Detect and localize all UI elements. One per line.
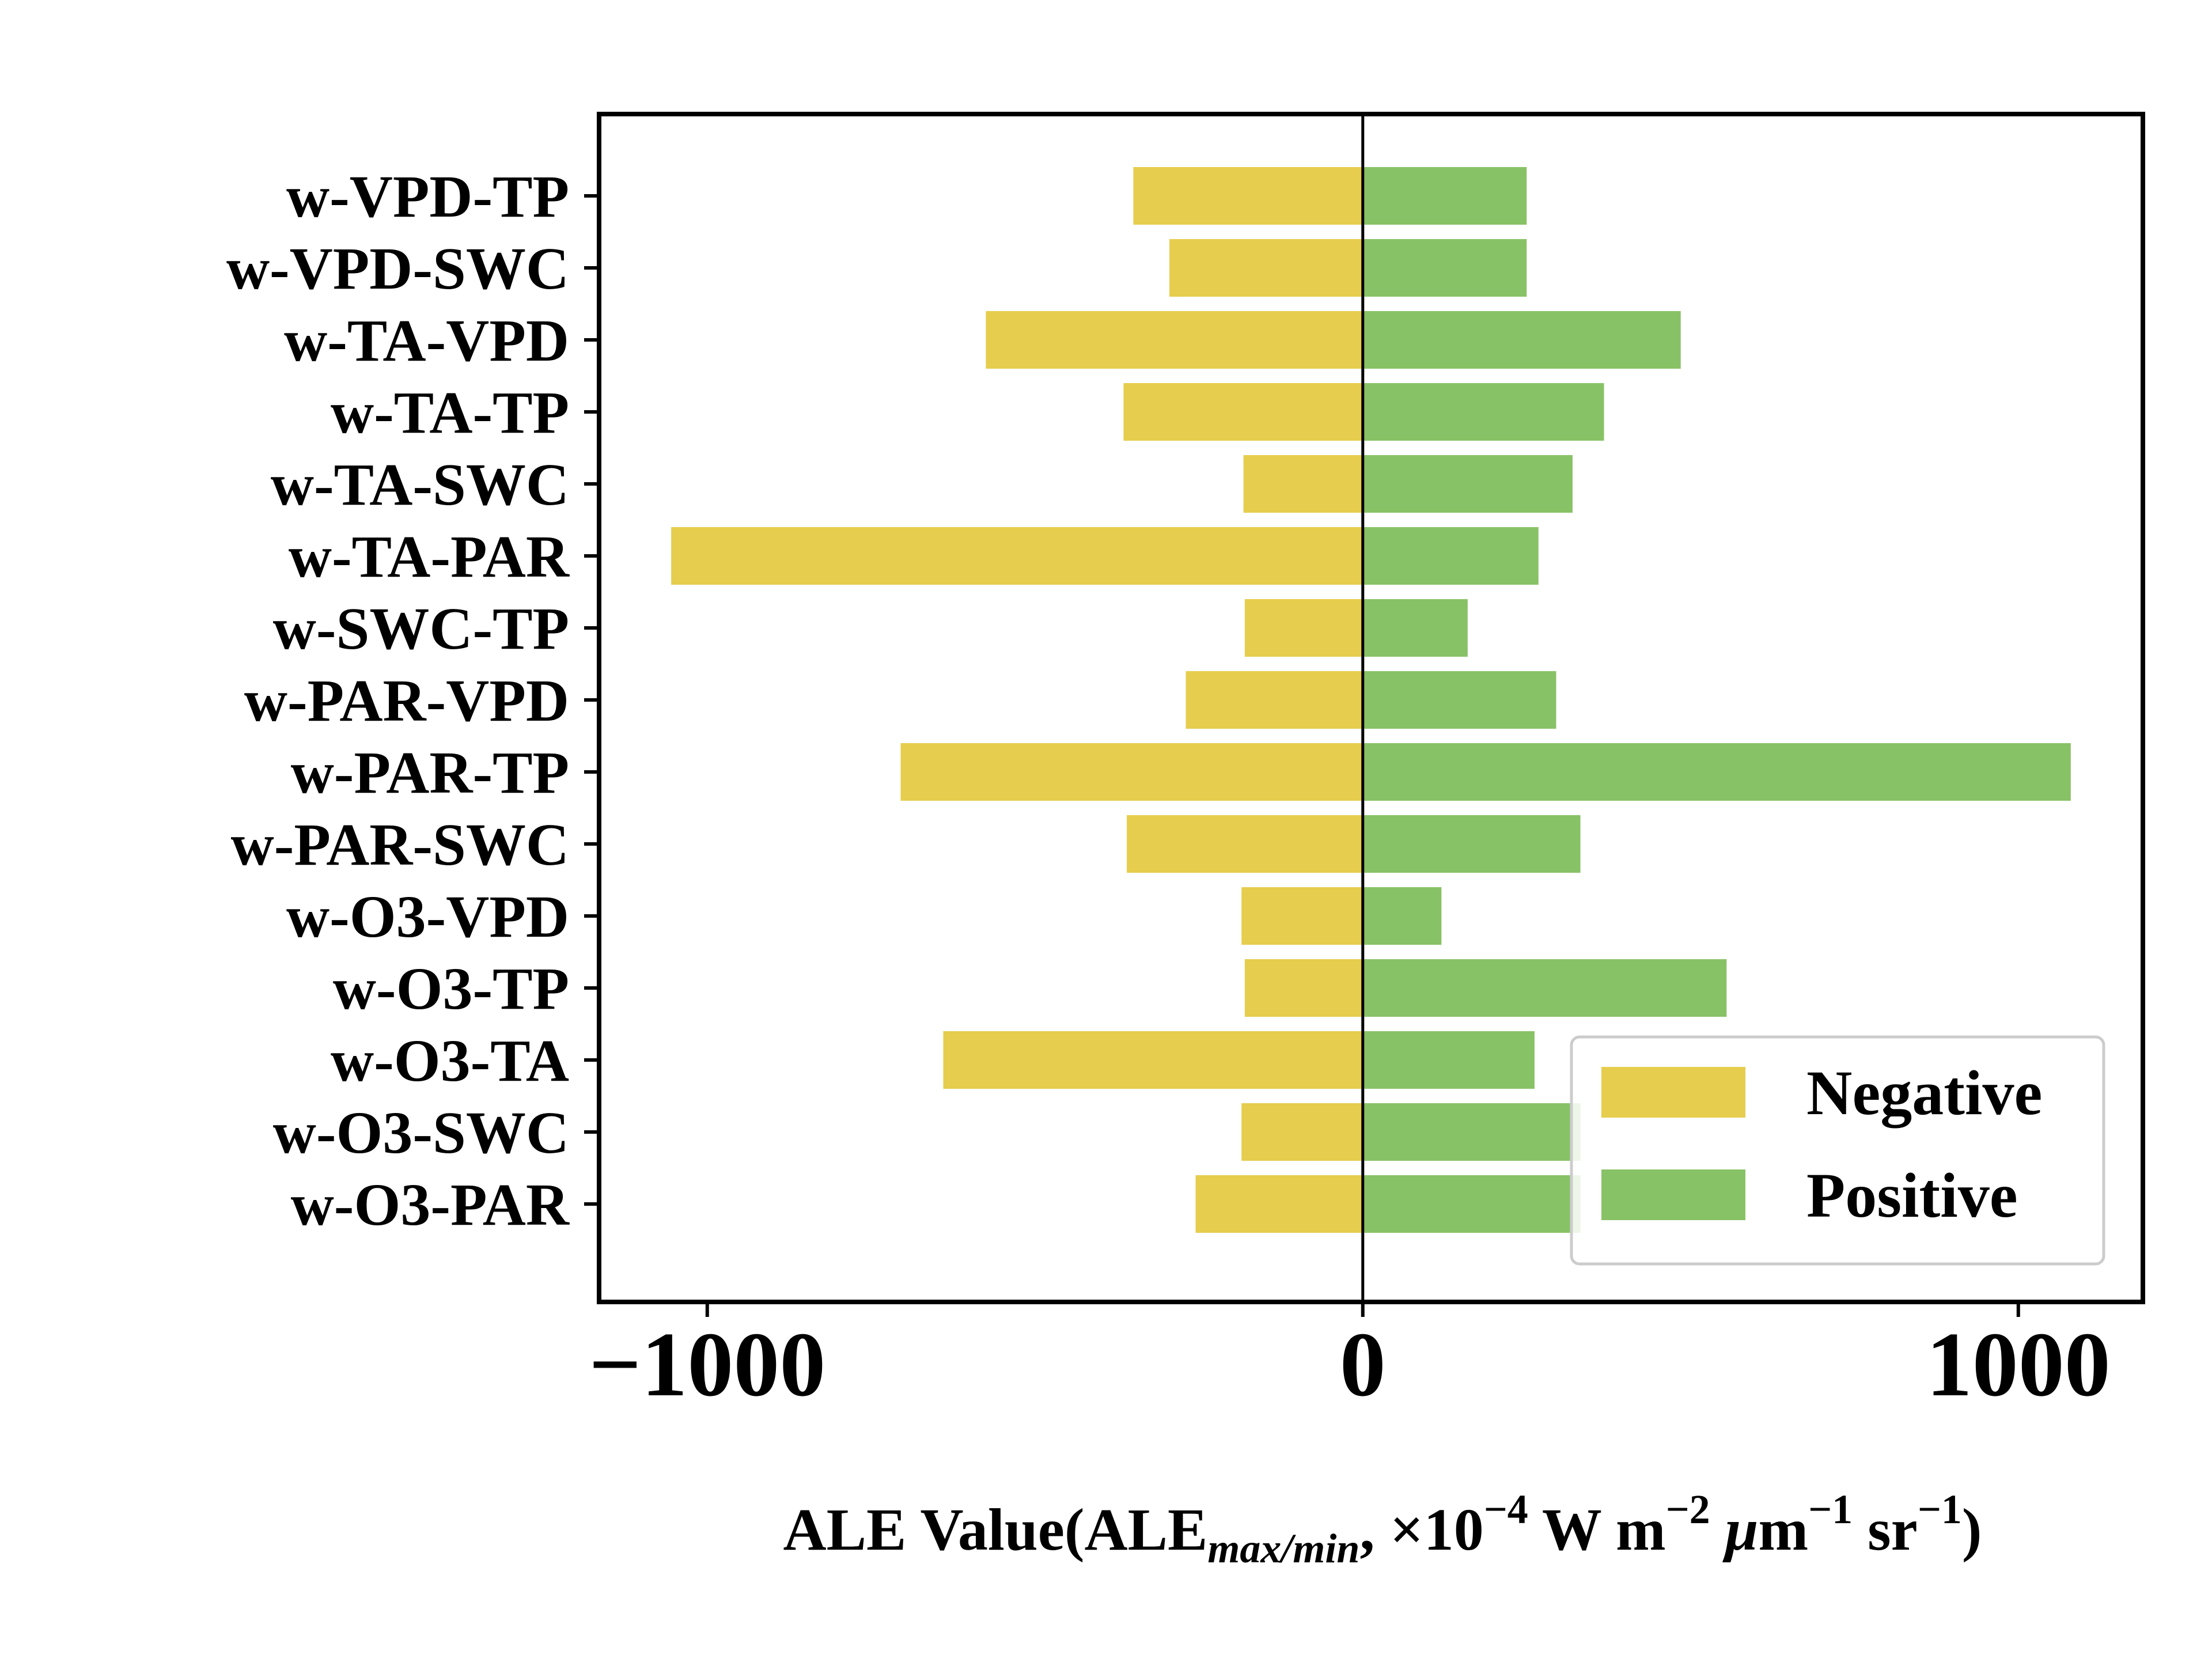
- negative-bar-7: [1185, 671, 1363, 729]
- negative-bar-13: [1241, 1103, 1363, 1161]
- negative-bars: [671, 167, 1363, 1233]
- positive-bar-4: [1362, 455, 1573, 513]
- y-tick-label: w-TA-VPD: [284, 308, 569, 374]
- x-axis-label: ALE Value(ALEmax/min, ×10−4 W m−2 μm−1 s…: [783, 1486, 1982, 1572]
- positive-bar-11: [1362, 959, 1727, 1017]
- positive-bar-10: [1362, 887, 1442, 945]
- y-tick-label: w-TA-PAR: [289, 524, 570, 590]
- y-tick-label: w-TA-TP: [331, 380, 569, 446]
- positive-bar-13: [1362, 1103, 1581, 1161]
- positive-bar-6: [1362, 599, 1468, 657]
- x-label-suffix: ): [1962, 1497, 1982, 1563]
- positive-bar-8: [1362, 743, 2071, 801]
- plot-frame: [597, 112, 2145, 1304]
- y-tick-label: w-O3-PAR: [291, 1172, 570, 1238]
- x-axis: −1000 0 1000: [589, 1302, 2111, 1415]
- positive-bar-9: [1362, 815, 1581, 873]
- x-label-mu: μ: [1710, 1497, 1759, 1563]
- x-label-exponent-1: −4: [1484, 1486, 1528, 1532]
- y-tick-label: w-PAR-VPD: [244, 668, 569, 734]
- positive-bar-2: [1362, 311, 1681, 369]
- y-tick-label: w-O3-SWC: [273, 1100, 569, 1166]
- negative-bar-6: [1244, 599, 1363, 657]
- legend-swatch-positive: [1601, 1169, 1745, 1220]
- y-tick-label: w-VPD-TP: [286, 164, 569, 230]
- x-label-unit-1: W m: [1528, 1497, 1666, 1563]
- negative-bar-12: [943, 1031, 1363, 1089]
- positive-bar-7: [1362, 671, 1556, 729]
- x-label-subscript: max/min: [1207, 1525, 1359, 1572]
- legend-label-positive: Positive: [1806, 1160, 2018, 1231]
- x-label-unit-2: m: [1759, 1497, 1809, 1563]
- positive-bar-12: [1362, 1031, 1535, 1089]
- x-label-exponent-2: −2: [1666, 1486, 1710, 1532]
- y-tick-label: w-SWC-TP: [273, 596, 569, 662]
- positive-bar-0: [1362, 167, 1527, 225]
- negative-bar-11: [1244, 959, 1363, 1017]
- legend-swatch-negative: [1601, 1067, 1745, 1118]
- x-tick-label: 1000: [1926, 1313, 2111, 1415]
- legend: Negative Positive: [1570, 1035, 2105, 1266]
- negative-bar-14: [1195, 1175, 1363, 1233]
- x-label-prefix: ALE Value(ALE: [783, 1497, 1208, 1563]
- y-tick-label: w-PAR-SWC: [231, 812, 569, 878]
- x-tick-label: −1000: [589, 1313, 825, 1415]
- positive-bar-5: [1362, 527, 1539, 585]
- y-tick-label: w-O3-TP: [333, 956, 569, 1022]
- negative-bar-4: [1243, 455, 1363, 513]
- x-label-exponent-4: −1: [1918, 1486, 1962, 1532]
- y-tick-label: w-O3-VPD: [286, 884, 569, 950]
- x-label-exponent-3: −1: [1808, 1486, 1853, 1532]
- y-tick-label: w-O3-TA: [331, 1028, 569, 1094]
- negative-bar-3: [1123, 383, 1363, 441]
- legend-label-negative: Negative: [1806, 1058, 2042, 1128]
- x-tick-label: 0: [1340, 1313, 1386, 1415]
- negative-bar-2: [986, 311, 1363, 369]
- negative-bar-1: [1169, 239, 1363, 297]
- negative-bar-5: [671, 527, 1363, 585]
- x-label-unit-3: sr: [1853, 1497, 1918, 1563]
- negative-bar-8: [900, 743, 1363, 801]
- negative-bar-0: [1133, 167, 1363, 225]
- positive-bar-1: [1362, 239, 1527, 297]
- y-axis: w-VPD-TPw-VPD-SWCw-TA-VPDw-TA-TPw-TA-SWC…: [226, 164, 599, 1238]
- negative-bar-10: [1241, 887, 1363, 945]
- y-tick-label: w-TA-SWC: [271, 452, 569, 518]
- negative-bar-9: [1127, 815, 1363, 873]
- x-label-middle: , ×10: [1359, 1497, 1483, 1563]
- y-tick-label: w-VPD-SWC: [226, 236, 569, 302]
- positive-bars: [1362, 167, 2071, 1233]
- y-tick-label: w-PAR-TP: [291, 740, 569, 806]
- positive-bar-14: [1362, 1175, 1581, 1233]
- positive-bar-3: [1362, 383, 1604, 441]
